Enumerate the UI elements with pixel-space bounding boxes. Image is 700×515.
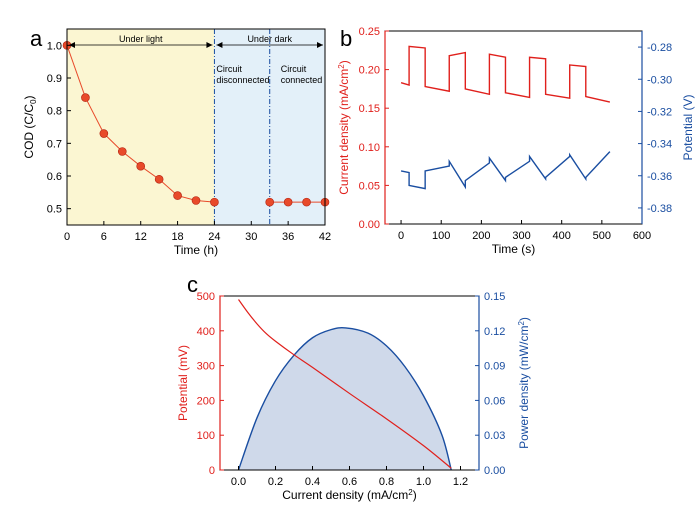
x-tick-label: 600 (633, 230, 651, 242)
circuit-disconnected-label-line1: Circuit (216, 64, 242, 74)
arrow-head-3 (317, 42, 323, 48)
y-tick-label: 300 (197, 361, 215, 373)
x-tick-label: 0 (64, 231, 70, 243)
panel-label-b: b (340, 26, 352, 51)
circuit-disconnected-label-line2: disconnected (216, 75, 269, 85)
panel-a: Under light Under dark Circuit disconnec… (22, 28, 331, 257)
x-tick-label: 300 (512, 230, 530, 242)
y-tick-label: 0.8 (47, 106, 62, 118)
y2-tick-label: -0.34 (647, 139, 672, 151)
y2-tick-label: -0.36 (647, 171, 672, 183)
cod-point (265, 197, 275, 207)
y2-axis-label-power: Power density (mW/cm2) (517, 317, 531, 449)
y-tick-label: 0.25 (359, 26, 380, 38)
y2-tick-label: -0.32 (647, 106, 672, 118)
x-tick-label: 0.4 (305, 476, 320, 488)
current-trace (400, 45, 611, 103)
x-tick-label: 100 (432, 230, 450, 242)
cod-point (117, 147, 127, 156)
panel-label-a: a (30, 26, 43, 51)
x-tick-label: 0.2 (268, 476, 283, 488)
y2-axis-label-potential: Potential (V) (681, 94, 695, 160)
x-tick-label: 0.6 (342, 476, 357, 488)
x-tick-label: 0.8 (379, 476, 394, 488)
y-tick-label: 0.6 (47, 171, 62, 183)
y-tick-label: 100 (197, 430, 215, 442)
cod-point (283, 197, 293, 207)
x-axis-label: Time (h) (174, 243, 218, 257)
x-tick-label: 24 (208, 231, 220, 243)
y2-tick-label: -0.38 (647, 203, 672, 215)
panel-b: 0 100 200 300 400 500 600 0.00 0.05 0.10 0.15 0.20 0… (337, 26, 695, 256)
y2-tick-label: -0.30 (647, 74, 672, 86)
y-tick-label: 0.9 (47, 73, 62, 85)
x-tick-label: 200 (472, 230, 490, 242)
y-tick-label: 0.05 (359, 180, 380, 192)
cod-point (210, 197, 219, 207)
cod-point (154, 174, 164, 184)
light-region (67, 29, 215, 225)
y2-tick-label: 0.12 (484, 326, 505, 338)
cod-point (173, 191, 182, 200)
x-tick-label: 1.0 (416, 476, 431, 488)
power-density-area (238, 327, 452, 470)
arrow-head-2 (216, 42, 223, 48)
panel-label-c: c (187, 272, 198, 297)
cod-point (302, 197, 311, 207)
cod-point (136, 161, 146, 171)
y-tick-label: 400 (197, 326, 215, 338)
y-tick-label: 0.00 (359, 219, 380, 231)
y-tick-label: 0 (209, 465, 215, 477)
cod-point (81, 93, 90, 102)
circuit-connected-label-line2: connected (281, 75, 323, 85)
under-dark-label: Under dark (247, 34, 292, 44)
y-axis-label: COD (C/C0) (22, 95, 38, 158)
cod-point (99, 129, 109, 138)
x-tick-label: 0.0 (231, 476, 246, 488)
axes-frame (384, 30, 643, 225)
x-tick-label: 12 (135, 231, 147, 243)
y2-tick-label: 0.06 (484, 395, 505, 407)
x-tick-label: 30 (245, 231, 257, 243)
cod-point (191, 196, 201, 205)
y-tick-label: 1.0 (47, 40, 62, 52)
y-tick-label: 0.20 (359, 65, 380, 77)
arrow-head-0 (69, 42, 75, 48)
y-tick-label: 0.7 (47, 138, 62, 150)
x-tick-label: 1.2 (453, 476, 468, 488)
y-tick-label: 0.10 (359, 142, 380, 154)
axes-frame (66, 28, 326, 226)
panel-c: 0.0 0.2 0.4 0.6 0.8 1.0 1.2 0 100 200 300 400 500 0.0… (176, 291, 531, 502)
x-tick-label: 400 (553, 230, 571, 242)
circuit-connected-label-line1: Circuit (281, 64, 307, 74)
x-tick-label: 36 (282, 231, 294, 243)
potential-trace (400, 151, 611, 190)
y2-tick-label: 0.03 (484, 430, 505, 442)
x-axis-label: Current density (mA/cm2) (282, 488, 416, 502)
y2-tick-label: -0.28 (647, 42, 672, 54)
x-tick-label: 500 (593, 230, 611, 242)
y-tick-label: 200 (197, 395, 215, 407)
y2-tick-label: 0.00 (484, 465, 505, 477)
y-tick-label: 0.5 (47, 204, 62, 216)
x-tick-label: 0 (398, 230, 404, 242)
x-tick-label: 42 (319, 231, 331, 243)
y-tick-label: 0.15 (359, 103, 380, 115)
y-tick-label: 500 (197, 291, 215, 303)
power-density-curve (237, 326, 452, 471)
x-tick-label: 18 (171, 231, 183, 243)
y2-tick-label: 0.09 (484, 361, 505, 373)
under-light-label: Under light (119, 34, 163, 44)
x-tick-label: 6 (101, 231, 107, 243)
x-axis-label: Time (s) (492, 242, 536, 256)
potential-curve (238, 299, 452, 469)
y-axis-label-current: Current density (mA/cm2) (337, 60, 351, 194)
y-axis-label-potential: Potential (mV) (176, 345, 190, 421)
y2-tick-label: 0.15 (484, 291, 505, 303)
arrow-head-1 (206, 42, 213, 48)
